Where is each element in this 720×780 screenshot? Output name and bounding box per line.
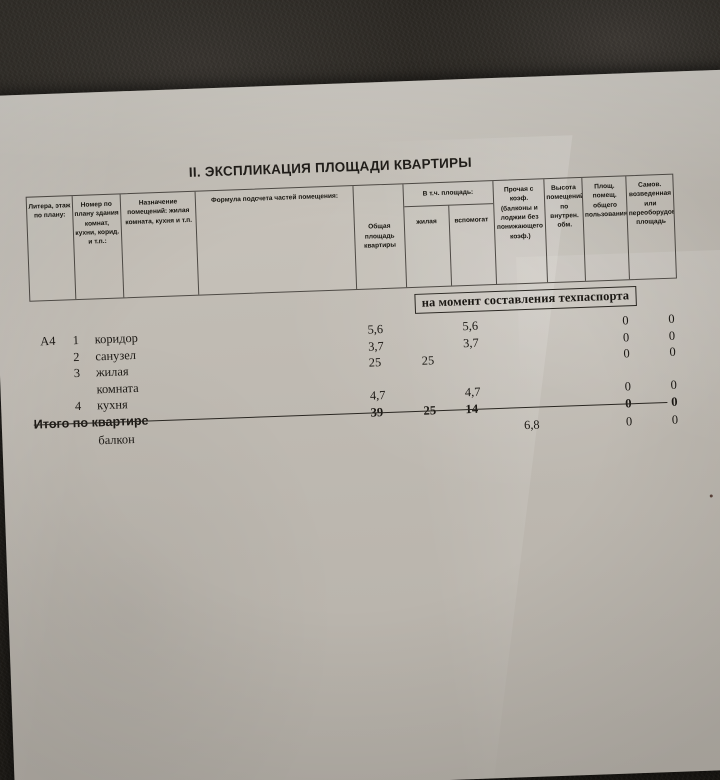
cell-nomer [70,383,84,384]
cell-zhilaya [424,421,450,422]
cell-prochaya [521,333,551,334]
cell-prochaya [520,316,550,317]
cell-obshaya: 25 [368,355,382,370]
column-header-v-tch-ploshad: В т.ч. площадь: [403,181,493,208]
cell-obshego-polzovaniya: 0 [623,346,630,361]
cell-prochaya [522,366,552,367]
cell-samovozvedennaya [666,361,680,362]
total-samovozvedennaya: 0 [670,394,678,409]
cell-naznachenie: жилая [95,364,129,380]
cell-litera: А4 [39,333,56,349]
cell-obshego-polzovaniya: 0 [622,329,630,345]
column-header-obshaya-ploshad: Общая площадь квартиры [353,184,407,289]
paper-speck [709,494,713,498]
cell-samovozvedennaya: 0 [668,328,676,343]
cell-vspomogat: 4,7 [464,385,481,400]
cell-vspomogat: 3,7 [462,335,479,350]
cell-obshego-polzovaniya [620,363,634,364]
cell-vspomogat [463,351,491,352]
cell-nomer: 4 [74,399,82,414]
column-header-obshego-polzovaniya: Площ. помещ. общего пользования [582,176,631,281]
column-header-nomer: Номер по плану здания комнат, кухни, кор… [72,194,125,300]
cell-naznachenie: комната [96,380,139,397]
cell-litera [34,367,64,368]
cell-zhilaya [422,370,448,371]
cell-prochaya [521,349,551,350]
column-header-v-tch-group: В т.ч. площадь: жилая вспомогат [403,181,497,288]
column-header-naznachenie: Назначение помещений: жилая комната, кух… [120,191,200,298]
column-header-samovozvedennaya: Самов. возведенная или переоборудованная… [628,181,676,227]
cell-naznachenie: кухня [96,397,128,413]
cell-obshaya [371,423,399,424]
column-header-formula: Формула подсчета частей помещения: [196,186,358,295]
column-header-visota: Высота помещений по внутрен. обм. [544,177,587,283]
cell-samovozvedennaya: 0 [668,311,675,326]
cell-zhilaya [420,320,446,321]
column-header-v-tch-sub: жилая вспомогат [404,204,496,288]
cell-zhilaya [421,336,447,337]
cell-nomer: 1 [72,332,80,348]
cell-obshego-polzovaniya: 0 [625,414,633,429]
cell-samovozvedennaya: 0 [669,344,676,360]
column-header-zhilaya: жилая [404,205,452,288]
cell-vspomogat [466,419,494,420]
table-body: А4 1 коридор 5,6 5,6 0 0 2 санузел 3,7 3… [31,312,683,453]
cell-naznachenie: санузел [95,347,137,363]
cell-obshaya [369,371,397,372]
table-header: Литера, этаж по плану: Номер по плану зд… [25,173,677,302]
cell-zhilaya [423,386,449,387]
cell-zhilaya: 25 [421,353,435,368]
page-title: II. ЭКСПЛИКАЦИЯ ПЛОЩАДИ КВАРТИРЫ [188,154,473,180]
cell-naznachenie: балкон [98,432,135,448]
cell-prochaya: 6,8 [523,417,540,433]
cell-litera [35,400,65,401]
cell-litera [33,350,63,351]
column-header-litera: Литера, этаж по плану: [26,196,77,301]
caption-box-na-moment: на момент составления техпаспорта [414,286,637,314]
cell-naznachenie: коридор [94,330,139,347]
cell-nomer: 2 [73,349,80,364]
cell-obshego-polzovaniya: 0 [624,379,632,394]
cell-litera [34,383,64,384]
cell-obshaya: 4,7 [369,388,386,403]
total-prochaya [523,399,553,400]
cell-prochaya [523,382,553,383]
cell-obshego-polzovaniya: 0 [622,313,629,328]
cell-nomer: 3 [73,366,81,381]
cell-vspomogat: 5,6 [462,318,479,334]
cell-samovozvedennaya: 0 [670,377,678,393]
cell-obshaya: 3,7 [367,338,384,354]
cell-obshaya: 5,6 [367,322,384,337]
cell-vspomogat [464,368,492,369]
printed-content: II. ЭКСПЛИКАЦИЯ ПЛОЩАДИ КВАРТИРЫ Литера,… [0,69,720,780]
column-header-vspomogat: вспомогат [454,216,489,225]
cell-samovozvedennaya: 0 [671,412,679,427]
column-header-prochaya: Прочая с коэф. (балконы и лоджии без пон… [492,179,549,284]
